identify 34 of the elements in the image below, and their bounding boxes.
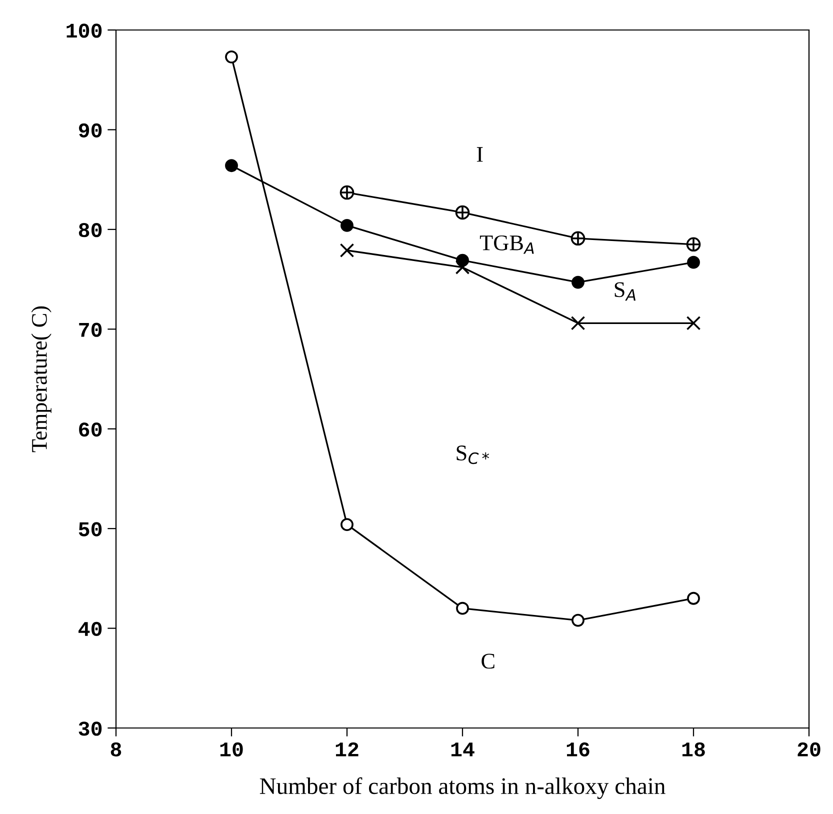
y-tick-label: 50 [78, 522, 102, 536]
x-tick-label: 14 [451, 742, 474, 756]
x-tick-label: 8 [110, 742, 122, 756]
y-tick-label: 60 [79, 422, 102, 437]
point [456, 602, 469, 615]
point [225, 50, 238, 64]
y-tick-label: 80 [78, 223, 102, 238]
point [572, 614, 584, 627]
x-tick-label: 12 [336, 742, 358, 756]
x-tick-label: 18 [682, 742, 705, 756]
y-tick-label: 40 [78, 622, 102, 636]
point [340, 218, 354, 232]
point [340, 243, 354, 258]
point [572, 276, 584, 289]
y-tick-label: 70 [79, 322, 102, 337]
point [340, 518, 354, 532]
point [225, 159, 238, 172]
x-tick-label: 10 [220, 742, 243, 756]
x-axis-title: Number of carbon atoms in n-alkoxy chain [260, 777, 666, 799]
point [687, 592, 700, 605]
point [570, 316, 586, 330]
annotation: TGB$_{A}$ [480, 235, 534, 254]
annotation: C [482, 654, 494, 669]
annotation: S$_{C*}$ [456, 446, 490, 464]
point [686, 316, 701, 330]
annotation: S$_{A}$ [614, 282, 636, 301]
y-tick-label: 100 [66, 24, 102, 38]
x-tick-label: 20 [798, 742, 820, 756]
point [687, 256, 700, 269]
y-tick-label: 90 [78, 123, 102, 138]
annotation: I [476, 147, 483, 162]
x-tick-label: 16 [566, 742, 590, 756]
y-tick-label: 30 [78, 722, 102, 736]
y-axis-title: Temperature( C) [31, 306, 52, 452]
